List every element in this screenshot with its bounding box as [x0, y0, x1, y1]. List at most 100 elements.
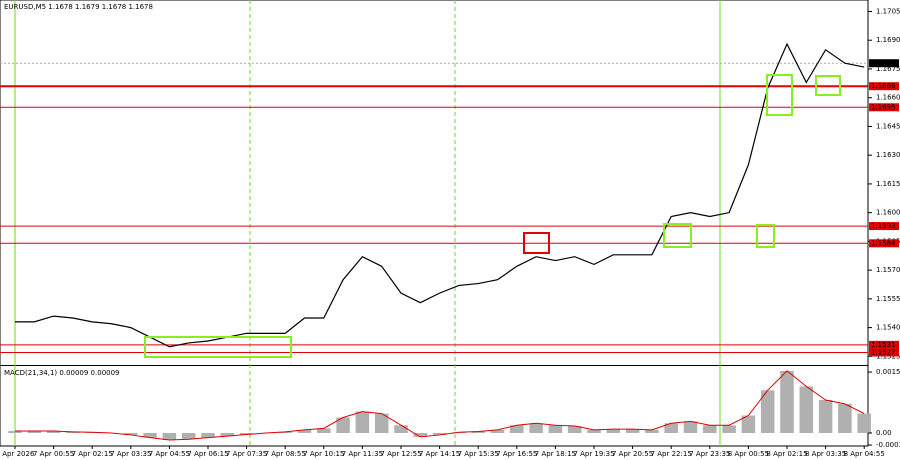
- level-label: 1.1584: [871, 239, 896, 247]
- x-tick-label: 7 Apr 08:55: [265, 450, 306, 458]
- x-tick-label: 7 Apr 19:35: [573, 450, 614, 458]
- y-tick-label: 1.1615: [876, 180, 900, 188]
- macd-bar: [278, 431, 292, 433]
- x-tick-label: 7 Apr 12:55: [380, 450, 421, 458]
- y-tick-label: 0.00: [876, 429, 892, 437]
- macd-bar: [317, 428, 331, 433]
- y-tick-label: 1.1675: [876, 65, 900, 73]
- y-tick-label: 1.1540: [876, 324, 900, 332]
- x-tick-label: 7 Apr 18:15: [535, 450, 576, 458]
- level-label: 1.1531: [871, 341, 896, 349]
- level-tag: [869, 82, 899, 91]
- x-tick-label: 7 Apr 02:15: [72, 450, 113, 458]
- level-label: 1.1655: [871, 103, 896, 111]
- level-tag: [869, 103, 899, 112]
- macd-bar: [799, 386, 814, 433]
- macd-bar: [297, 429, 312, 433]
- macd-bar: [490, 429, 505, 433]
- y-tick-label: 1.1660: [876, 94, 900, 102]
- macd-bar: [683, 421, 698, 433]
- y-tick-label: 1.1555: [876, 295, 900, 303]
- x-tick-label: 7 Apr 22:15: [651, 450, 692, 458]
- macd-bar: [46, 431, 61, 433]
- y-tick-label: 1.1645: [876, 122, 900, 130]
- x-tick-label: 8 Apr 00:55: [728, 450, 769, 458]
- macd-bar: [587, 429, 601, 433]
- current-price-label: 1.1678: [871, 59, 896, 67]
- x-tick-label: 7 Apr 00:55: [33, 450, 74, 458]
- macd-bar: [664, 423, 678, 433]
- level-tag: [869, 340, 899, 349]
- macd-bar: [606, 429, 621, 433]
- macd-bar: [220, 432, 235, 437]
- macd-bar: [780, 370, 794, 433]
- macd-bar: [124, 432, 138, 435]
- x-tick-label: 7 Apr 20:55: [612, 450, 653, 458]
- chart-title: EURUSD,M5 1.1678 1.1679 1.1678 1.1678: [4, 3, 153, 11]
- macd-bar: [413, 432, 428, 437]
- macd-bar: [722, 425, 736, 433]
- macd-bar: [239, 432, 254, 435]
- macd-bar: [181, 432, 196, 440]
- macd-bar: [143, 432, 157, 438]
- macd-bar: [8, 431, 22, 433]
- level-tag: [869, 348, 899, 357]
- y-tick-label: 1.1630: [876, 151, 900, 159]
- signal-box: [815, 75, 841, 96]
- macd-bar: [818, 399, 833, 433]
- x-tick-label: 7 Apr 06:15: [187, 450, 228, 458]
- x-tick-label: 7 Apr 04:55: [149, 450, 190, 458]
- signal-box: [144, 336, 292, 358]
- x-tick-label: 7 Apr 11:35: [342, 450, 383, 458]
- y-tick-label: 1.1570: [876, 266, 900, 274]
- x-tick-label: 7 Apr 10:15: [303, 450, 344, 458]
- macd-bar: [374, 413, 389, 433]
- x-tick-label: 7 Apr 15:35: [458, 450, 499, 458]
- x-tick-label: 8 Apr 02:15: [766, 450, 807, 458]
- macd-bar: [27, 431, 42, 433]
- price-tag: [869, 59, 899, 68]
- level-label: 1.1527: [871, 349, 896, 357]
- macd-bar: [201, 432, 215, 438]
- x-tick-label: 7 Apr 07:35: [226, 450, 267, 458]
- macd-bar: [703, 425, 717, 433]
- macd-bar: [510, 425, 524, 433]
- y-tick-label: -0.00031: [876, 441, 900, 449]
- macd-bar: [529, 423, 543, 433]
- macd-bar: [162, 432, 177, 440]
- macd-bar: [66, 431, 80, 433]
- signal-box: [663, 223, 692, 248]
- macd-bar: [471, 431, 485, 433]
- macd-title: MACD(21,34,1) 0.00009 0.00009: [4, 369, 120, 377]
- macd-bar: [857, 413, 871, 433]
- x-tick-label: 6 Apr 2026: [0, 450, 35, 458]
- plot-frame: [0, 0, 869, 447]
- x-tick-label: 8 Apr 03:35: [805, 450, 846, 458]
- macd-bar: [336, 417, 350, 433]
- macd-bar: [645, 429, 659, 433]
- y-tick-label: 1.1690: [876, 36, 900, 44]
- macd-bar: [394, 425, 408, 433]
- level-tag: [869, 239, 899, 248]
- signal-box: [756, 224, 775, 248]
- signal-box: [766, 74, 793, 116]
- macd-bar: [741, 415, 756, 433]
- price-line: [15, 42, 865, 348]
- x-tick-label: 7 Apr 14:15: [419, 450, 460, 458]
- signal-box: [523, 232, 550, 254]
- x-tick-label: 7 Apr 16:55: [496, 450, 537, 458]
- macd-bar: [625, 429, 640, 433]
- y-tick-label: 1.1705: [876, 7, 900, 15]
- macd-bar: [548, 425, 563, 433]
- level-label: 1.1593: [871, 222, 896, 230]
- level-label: 1.1666: [871, 82, 896, 90]
- macd-bar: [760, 390, 775, 433]
- macd-bar: [567, 426, 582, 433]
- x-tick-label: 7 Apr 03:35: [110, 450, 151, 458]
- macd-signal: [15, 370, 865, 441]
- macd-bar: [838, 403, 852, 433]
- x-tick-label: 7 Apr 23:35: [689, 450, 730, 458]
- macd-bar: [355, 411, 370, 433]
- annotations: [144, 74, 841, 358]
